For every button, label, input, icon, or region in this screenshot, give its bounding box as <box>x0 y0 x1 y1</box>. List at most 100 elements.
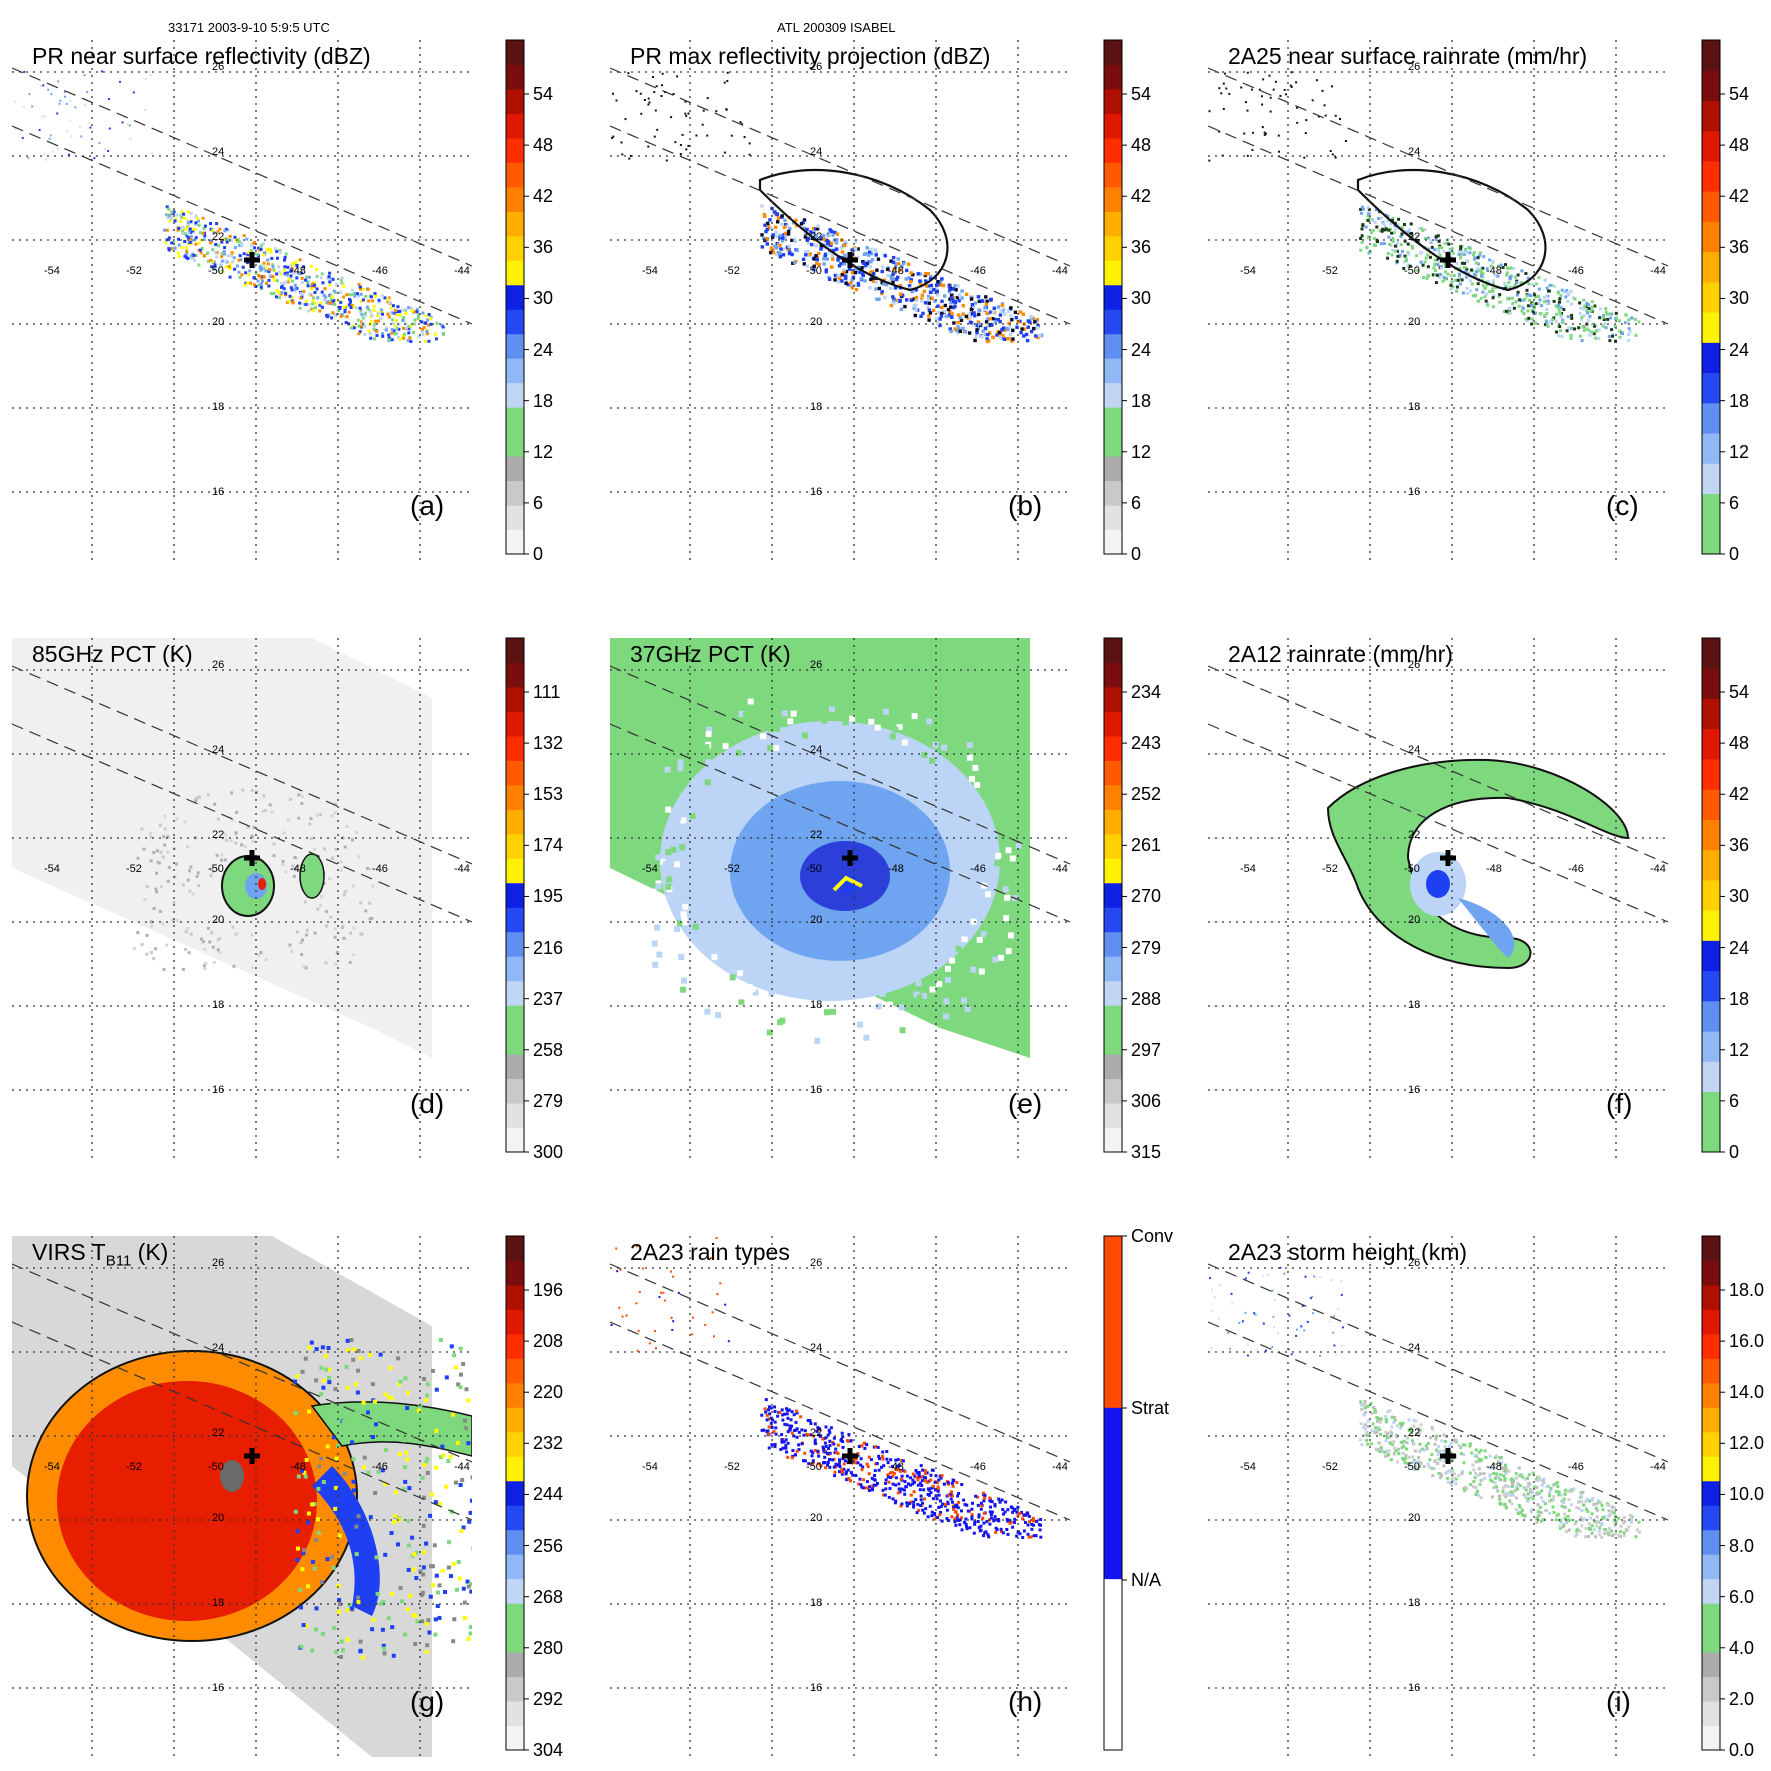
lon-label: -48 <box>888 265 904 277</box>
colorbar-tick-label: 216 <box>533 937 564 958</box>
colorbar-frame <box>505 1235 525 1751</box>
colorbar-tick-label: 18 <box>1729 988 1750 1009</box>
lat-label: 22 <box>1408 231 1420 243</box>
plus-icon <box>1440 1448 1456 1464</box>
lat-label: 22 <box>810 829 822 841</box>
panel-letter-a: (a) <box>410 490 445 521</box>
colorbar-frame <box>505 39 525 555</box>
colorbar-swatch <box>1702 668 1720 699</box>
lat-label: 18 <box>810 401 822 413</box>
lon-label: -44 <box>1052 265 1068 277</box>
colorbar-swatch <box>1104 882 1122 908</box>
colorbar-swatch <box>1702 1121 1720 1153</box>
colorbar-tick-label: 153 <box>533 784 564 805</box>
panel-letter-e: (e) <box>1008 1088 1043 1119</box>
colorbar-swatch <box>1104 907 1122 933</box>
colorbar-swatch <box>1104 235 1122 261</box>
colorbar-swatch <box>1702 1701 1720 1727</box>
colorbar-tick-label: 48 <box>533 135 554 156</box>
lat-label: 24 <box>1408 744 1420 756</box>
colorbar-swatch <box>1702 463 1720 495</box>
lon-label: -54 <box>44 265 60 277</box>
colorbar-frame <box>1103 39 1123 555</box>
colorbar-swatch <box>1104 113 1122 139</box>
lon-label: -44 <box>454 1461 470 1473</box>
rain-field-a <box>163 205 445 343</box>
colorbar-swatch <box>506 784 524 810</box>
lon-label: -46 <box>970 265 986 277</box>
panel-title-b: PR max reflectivity projection (dBZ) <box>630 43 991 69</box>
colorbar-tick-label: 174 <box>533 835 564 856</box>
satellite-swath <box>12 638 432 1058</box>
lon-label: -52 <box>1322 265 1338 277</box>
panel-d: -54 -52 -50 -48 -46 -44 26 24 22 20 18 16 85GHz PCT … <box>12 638 472 1159</box>
colorbar-swatch <box>1702 160 1720 192</box>
colorbar-h: Conv Strat N/A <box>1100 1226 1190 1757</box>
colorbar-tick-label: 256 <box>533 1535 564 1556</box>
axis-labels: -54 -52 -50 -48 -46 -44 26 24 22 20 18 16 <box>1240 659 1666 1096</box>
lat-label: 18 <box>212 1597 224 1609</box>
lon-label: -46 <box>372 265 388 277</box>
colorbar-tick-label: 48 <box>1729 733 1750 754</box>
axis-labels: -54 -52 -50 -48 -46 -44 26 24 22 20 18 16 <box>1240 61 1666 498</box>
colorbar-tick-label: 315 <box>1131 1142 1162 1162</box>
panel-f: -54 -52 -50 -48 -46 -44 26 24 22 20 18 16 2A12 rainr… <box>1208 638 1668 1159</box>
colorbar-swatch <box>1104 162 1122 188</box>
colorbar-swatch <box>506 137 524 163</box>
colorbar-swatch <box>1104 980 1122 1006</box>
colorbar-swatch <box>1702 1358 1720 1384</box>
map-a: -54 -52 -50 -48 -46 -44 26 24 22 20 18 16 <box>12 40 472 561</box>
lat-label: 18 <box>810 999 822 1011</box>
colorbar-swatch <box>506 235 524 261</box>
lat-label: 26 <box>810 659 822 671</box>
lon-label: -50 <box>208 265 224 277</box>
colorbar-tick-label: 54 <box>533 84 554 104</box>
lon-label: -44 <box>1650 265 1666 277</box>
lat-lon-grid <box>1208 40 1668 561</box>
colorbar-swatch <box>1104 858 1122 884</box>
colorbar-swatch <box>1104 1054 1122 1080</box>
colorbar-tick-label: 48 <box>1729 135 1750 156</box>
rain-type-field <box>760 1398 1043 1539</box>
panel-title-g: VIRS TB11 (K) <box>32 1239 168 1270</box>
lon-label: -50 <box>208 1461 224 1473</box>
colorbar-swatch <box>1702 910 1720 941</box>
colorbar-swatch <box>1104 1236 1122 1408</box>
colorbar-swatch <box>1104 64 1122 90</box>
lat-lon-grid <box>1208 1236 1668 1757</box>
lon-label: -50 <box>806 863 822 875</box>
colorbar-tick-label: 36 <box>1131 237 1152 258</box>
rainband-texture <box>132 788 375 971</box>
lat-label: 18 <box>1408 1597 1420 1609</box>
lat-label: 20 <box>810 914 822 926</box>
colorbar-tick-label: 268 <box>533 1586 564 1607</box>
colorbar-swatch <box>506 407 524 433</box>
rain-field-b <box>760 204 1044 344</box>
lat-label: 24 <box>1408 146 1420 158</box>
pr-swath-edges <box>12 665 472 923</box>
colorbar-swatch <box>1104 735 1122 761</box>
colorbar-b: 54 48 42 36 30 24 18 12 6 0 <box>1100 39 1190 564</box>
lat-label: 16 <box>1408 1682 1420 1694</box>
colorbar-swatch <box>506 907 524 933</box>
lat-label: 24 <box>212 1342 224 1354</box>
colorbar-swatch <box>506 1456 524 1482</box>
colorbar-swatch <box>506 1284 524 1310</box>
colorbar-tick-label: 18.0 <box>1729 1280 1765 1300</box>
lat-label: 22 <box>212 1427 224 1439</box>
plus-icon <box>842 850 858 866</box>
colorbar-swatch <box>1104 1578 1122 1751</box>
colorbar-tick-label: 2.0 <box>1729 1688 1755 1709</box>
colorbar-swatch <box>1702 70 1720 101</box>
colorbar-swatch <box>506 1578 524 1604</box>
colorbar-tick-label: 304 <box>533 1740 564 1760</box>
colorbar-swatch <box>506 1652 524 1678</box>
colorbar-swatch <box>506 1309 524 1335</box>
lat-label: 16 <box>810 1682 822 1694</box>
lat-lon-grid <box>610 40 1070 561</box>
panel-title-c: 2A25 near surface rainrate (mm/hr) <box>1228 43 1588 69</box>
colorbar-tick-label: 0 <box>1729 1142 1740 1162</box>
lat-label: 20 <box>810 1512 822 1524</box>
lon-label: -48 <box>290 265 306 277</box>
colorbar-tick-label: 0.0 <box>1729 1740 1755 1760</box>
